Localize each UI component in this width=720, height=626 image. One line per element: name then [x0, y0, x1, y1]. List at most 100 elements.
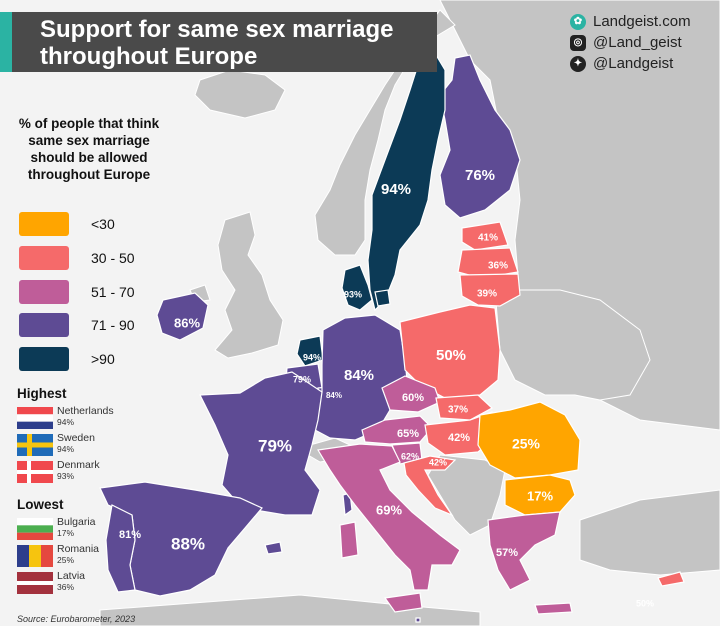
- romania-flag-icon: [17, 545, 53, 567]
- country-value: 94%: [57, 417, 75, 427]
- landgeist-logo-icon: ✿: [570, 13, 586, 30]
- country-value: 25%: [57, 555, 75, 565]
- lowest-title: Lowest: [17, 497, 64, 512]
- legend-label: >90: [91, 351, 115, 367]
- austria-region: [361, 415, 433, 445]
- brand-website-text: Landgeist.com: [593, 13, 691, 30]
- brand-website: ✿ Landgeist.com: [570, 13, 691, 30]
- map-title-box: Support for same sex marriage throughout…: [0, 12, 437, 72]
- brand-instagram: ◎ @Land_geist: [570, 34, 682, 51]
- ukraine-belarus-region: [494, 289, 651, 401]
- denmark-region: [341, 264, 391, 311]
- country-name: Latvia: [57, 570, 86, 582]
- sweden-value-label: 94%: [381, 181, 411, 198]
- brand-instagram-text: @Land_geist: [593, 34, 682, 51]
- non-eu-land: [99, 0, 720, 626]
- france-value-label: 79%: [258, 436, 292, 455]
- legend-label: 51 - 70: [91, 284, 135, 300]
- eu-countries: [99, 43, 685, 623]
- lowest-item-bulgaria: Bulgaria 17%: [17, 516, 157, 540]
- brand-twitter-text: @Landgeist: [593, 55, 674, 72]
- map-title-line2: throughout Europe: [40, 43, 258, 70]
- lowest-item-romania: Romania 25%: [17, 543, 157, 567]
- north-africa-region: [99, 594, 481, 626]
- bulgaria-value-label: 17%: [527, 488, 553, 503]
- bulgaria-flag-icon: [17, 518, 53, 540]
- highest-item-sweden: Sweden 94%: [17, 432, 157, 456]
- cyprus-value-label: 50%: [636, 598, 654, 608]
- malta-region: [415, 617, 421, 623]
- croatia-value-label: 42%: [429, 457, 447, 467]
- spain-value-label: 88%: [171, 534, 205, 553]
- brand-twitter: ✦ @Landgeist: [570, 55, 673, 72]
- poland-value-label: 50%: [436, 347, 466, 364]
- country-name: Denmark: [57, 459, 100, 471]
- cyprus-region: [657, 571, 685, 587]
- lithuania-region: [459, 273, 521, 307]
- denmark-value-label: 93%: [344, 289, 362, 299]
- highest-item-netherlands: Netherlands 94%: [17, 405, 157, 429]
- luxembourg-value-label: 84%: [326, 391, 342, 400]
- lowest-item-latvia: Latvia 36%: [17, 570, 157, 594]
- sicily-region: [383, 592, 423, 613]
- country-value: 17%: [57, 528, 75, 538]
- map-title-line1: Support for same sex marriage: [40, 16, 394, 43]
- germany-value-label: 84%: [344, 367, 374, 384]
- austria-value-label: 65%: [397, 428, 419, 440]
- lithuania-value-label: 39%: [477, 289, 497, 300]
- latvia-value-label: 36%: [488, 261, 508, 272]
- legend-item-lt30: <30: [19, 212, 169, 236]
- slovakia-region: [435, 394, 494, 421]
- country-name: Bulgaria: [57, 516, 96, 528]
- finland-value-label: 76%: [465, 167, 495, 184]
- italy-region: [317, 443, 461, 591]
- country-value: 93%: [57, 471, 75, 481]
- norway-region: [314, 9, 456, 256]
- country-value: 94%: [57, 444, 75, 454]
- legend-swatch: [19, 212, 69, 236]
- sardinia-region: [339, 521, 359, 559]
- turkey-region: [579, 489, 720, 576]
- legend-swatch: [19, 280, 69, 304]
- instagram-icon: ◎: [570, 34, 586, 51]
- legend-item-gt90: >90: [19, 347, 169, 371]
- czechia-value-label: 60%: [402, 392, 424, 404]
- sweden-flag-icon: [17, 434, 53, 456]
- romania-region: [477, 401, 581, 479]
- france-region: [199, 371, 323, 516]
- legend-label: 30 - 50: [91, 250, 135, 266]
- netherlands-value-label: 94%: [303, 352, 321, 362]
- denmark-flag-icon: [17, 461, 53, 483]
- estonia-region: [461, 221, 509, 251]
- balearic-region: [264, 541, 283, 555]
- country-value: 36%: [57, 582, 75, 592]
- legend-title: % of people that think same sex marriage…: [18, 116, 160, 182]
- bulgaria-region: [504, 474, 576, 516]
- legend-swatch: [19, 246, 69, 270]
- legend-item-30-50: 30 - 50: [19, 246, 169, 270]
- portugal-region: [105, 504, 136, 593]
- country-name: Sweden: [57, 432, 95, 444]
- netherlands-flag-icon: [17, 407, 53, 429]
- latvia-flag-icon: [17, 572, 53, 594]
- croatia-region: [403, 455, 457, 517]
- legend-label: 71 - 90: [91, 317, 135, 333]
- highest-item-denmark: Denmark 93%: [17, 459, 157, 483]
- ireland-value-label: 86%: [174, 315, 200, 330]
- legend-item-51-70: 51 - 70: [19, 280, 169, 304]
- slovenia-value-label: 62%: [401, 451, 419, 461]
- twitter-icon: ✦: [570, 55, 586, 72]
- country-name: Netherlands: [57, 405, 114, 417]
- romania-value-label: 25%: [512, 436, 541, 452]
- source-note: Source: Eurobarometer, 2023: [17, 614, 136, 624]
- legend-swatch: [19, 313, 69, 337]
- country-labels: 94% 76% 41% 36% 39% 93% 86% 94% 79% 84%84% 50% 60% 3…: [119, 167, 654, 608]
- ireland-region: [156, 292, 209, 341]
- slovakia-value-label: 37%: [448, 405, 468, 416]
- legend-swatch: [19, 347, 69, 371]
- legend-label: <30: [91, 216, 115, 232]
- greece-value-label: 57%: [496, 547, 518, 559]
- portugal-value-label: 81%: [119, 529, 141, 541]
